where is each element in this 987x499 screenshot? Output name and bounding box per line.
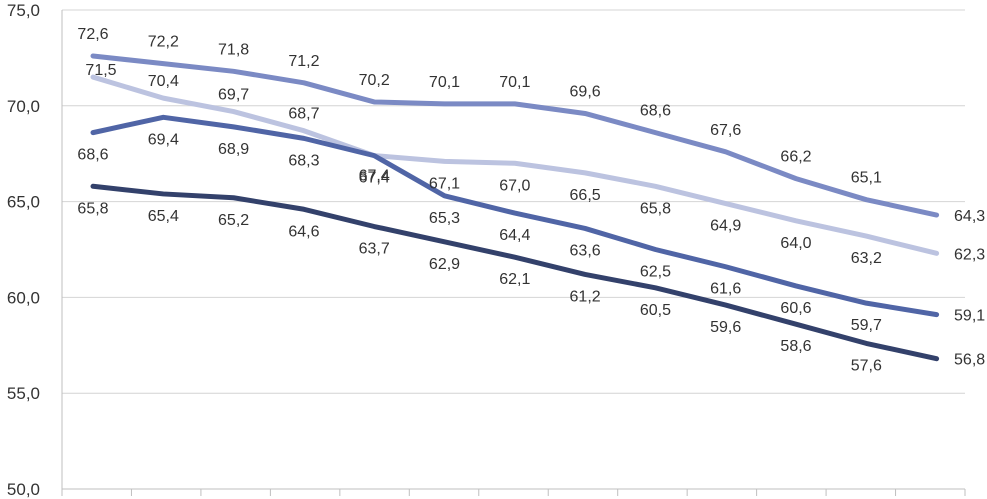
data-label: 64,4 [499, 227, 530, 244]
y-tick-label: 50,0 [7, 480, 40, 499]
data-label: 68,9 [218, 141, 249, 158]
data-label: 68,6 [77, 147, 108, 164]
data-label: 62,9 [429, 256, 460, 273]
data-label: 70,1 [499, 74, 530, 91]
data-label: 67,1 [429, 175, 460, 192]
data-label: 65,4 [148, 208, 179, 225]
data-label: 62,5 [640, 264, 671, 281]
data-label: 65,1 [851, 170, 882, 187]
series-lines [90, 53, 940, 362]
data-label: 59,6 [710, 319, 741, 336]
data-label: 70,1 [429, 74, 460, 91]
data-label: 67,4 [359, 170, 390, 187]
data-label: 65,8 [640, 200, 671, 217]
y-tick-label: 65,0 [7, 193, 40, 212]
data-labels: 72,6 72,2 71,8 71,2 70,2 70,1 70,1 69,6 68,6 67,6… [77, 26, 985, 374]
data-label: 66,5 [570, 187, 601, 204]
y-tick-label: 75,0 [7, 1, 40, 20]
data-label: 61,2 [570, 288, 601, 305]
data-label: 61,6 [710, 281, 741, 298]
data-label: 68,6 [640, 103, 671, 120]
data-label: 69,7 [218, 87, 249, 104]
data-label: 65,3 [429, 210, 460, 227]
data-label: 71,8 [218, 41, 249, 58]
data-label: 62,1 [499, 271, 530, 288]
data-label: 63,2 [851, 250, 882, 267]
data-label: 70,4 [148, 73, 179, 90]
series-line-1 [90, 53, 940, 218]
data-label: 58,6 [780, 338, 811, 355]
data-label: 72,2 [148, 34, 179, 51]
data-label: 64,6 [288, 223, 319, 240]
data-label: 63,6 [570, 242, 601, 259]
data-label: 62,3 [954, 246, 985, 263]
data-label: 56,8 [954, 352, 985, 369]
data-label: 59,7 [851, 317, 882, 334]
data-label: 72,6 [77, 26, 108, 43]
data-label: 67,4 [359, 168, 390, 185]
data-label: 67,6 [710, 122, 741, 139]
data-label: 64,9 [710, 218, 741, 235]
data-label: 60,6 [780, 300, 811, 317]
data-label: 60,5 [640, 302, 671, 319]
data-label: 57,6 [851, 357, 882, 374]
series-line-2 [90, 74, 940, 256]
y-tick-label: 60,0 [7, 288, 40, 307]
data-label: 70,2 [359, 72, 390, 89]
data-label: 68,7 [288, 106, 319, 123]
data-label: 68,3 [288, 152, 319, 169]
data-label: 71,5 [85, 62, 116, 79]
series-line-4 [90, 183, 940, 362]
data-label: 66,2 [780, 149, 811, 166]
data-label: 65,8 [77, 200, 108, 217]
y-tick-label: 70,0 [7, 97, 40, 116]
y-axis-tick-labels: 50,0 55,0 60,0 65,0 70,0 75,0 [7, 1, 40, 499]
data-label: 71,2 [288, 53, 319, 70]
data-label: 65,2 [218, 212, 249, 229]
data-label: 69,6 [570, 83, 601, 100]
data-label: 64,3 [954, 208, 985, 225]
data-label: 59,1 [954, 308, 985, 325]
axes [61, 10, 966, 496]
data-label: 67,0 [499, 177, 530, 194]
data-label: 63,7 [359, 241, 390, 258]
series-line-3 [90, 114, 940, 318]
y-tick-label: 55,0 [7, 384, 40, 403]
data-label: 64,0 [780, 235, 811, 252]
data-label: 69,4 [148, 131, 179, 148]
